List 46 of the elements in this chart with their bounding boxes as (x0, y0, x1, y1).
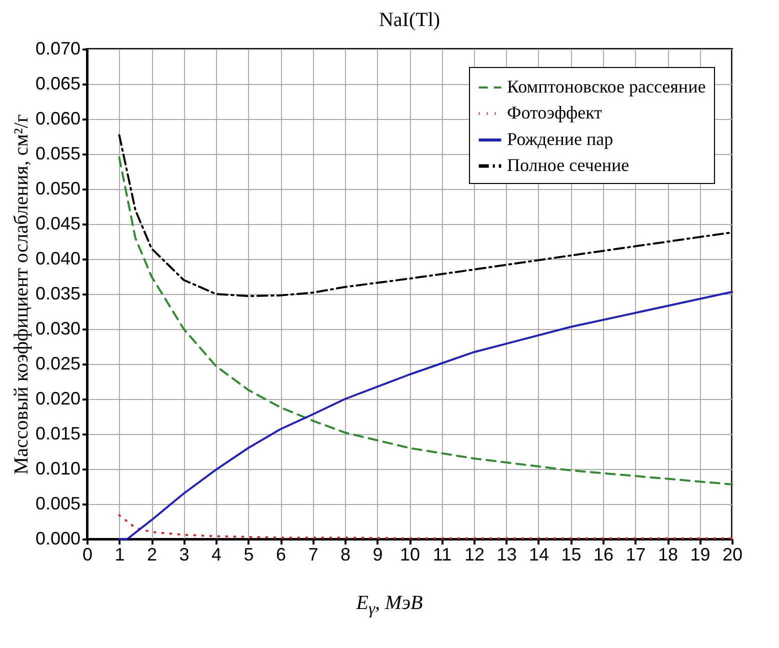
x-tick-label: 20 (722, 544, 743, 564)
y-tick-label: 0.000 (35, 528, 80, 548)
x-tick-label: 17 (626, 544, 646, 564)
x-tick-label: 12 (464, 544, 485, 564)
x-tick-label: 7 (308, 544, 318, 564)
x-tick-label: 10 (400, 544, 420, 564)
line-series (118, 156, 733, 486)
x-tick-label: 19 (690, 544, 710, 564)
x-tick-label: 16 (593, 544, 614, 564)
x-tick-label: 1 (114, 544, 125, 564)
x-tick-label: 15 (561, 544, 582, 564)
y-tick-label: 0.015 (35, 424, 80, 444)
x-tick-label: 0 (82, 544, 93, 564)
legend-label: Полное сечение (507, 155, 630, 175)
x-tick-label: 14 (528, 544, 550, 564)
x-tick-label: 9 (372, 544, 383, 564)
y-tick-label: 0.010 (35, 458, 80, 478)
x-tick-label: 6 (276, 544, 286, 564)
x-tick-label: 18 (658, 544, 678, 564)
legend-label: Рождение пар (507, 129, 614, 149)
x-tick-label: 4 (211, 544, 222, 564)
y-tick-label: 0.020 (35, 388, 80, 408)
legend-label: Фотоэффект (507, 102, 602, 122)
x-tick-label: 8 (340, 544, 351, 564)
x-tick-label: 13 (496, 544, 517, 564)
x-axis-title: E$_{γ}$, МэВ (356, 592, 423, 618)
y-tick-label: 0.040 (35, 248, 80, 268)
line-series (118, 514, 733, 540)
y-tick-label: 0.065 (35, 74, 80, 94)
y-tick-label: 0.035 (35, 284, 80, 304)
x-tick-label: 11 (432, 544, 452, 564)
x-tick-label: 5 (244, 544, 254, 564)
y-tick-label: 0.025 (35, 354, 80, 374)
y-tick-label: 0.050 (35, 178, 80, 198)
x-tick-label: 3 (179, 544, 190, 564)
y-tick-label: 0.070 (35, 38, 80, 58)
y-tick-label: 0.055 (35, 144, 80, 164)
y-tick-label: 0.005 (35, 494, 80, 514)
legend-label: Комптоновское рассеяние (507, 76, 706, 96)
x-tick-label: 2 (146, 544, 158, 564)
chart-title: NaI(Tl) (378, 9, 440, 31)
line-series (118, 290, 733, 540)
y-axis-title: Массовый коэффициент ослабления, см²/г (10, 114, 32, 475)
y-tick-label: 0.030 (35, 318, 80, 338)
y-tick-label: 0.060 (35, 108, 80, 128)
y-tick-label: 0.045 (35, 214, 80, 234)
